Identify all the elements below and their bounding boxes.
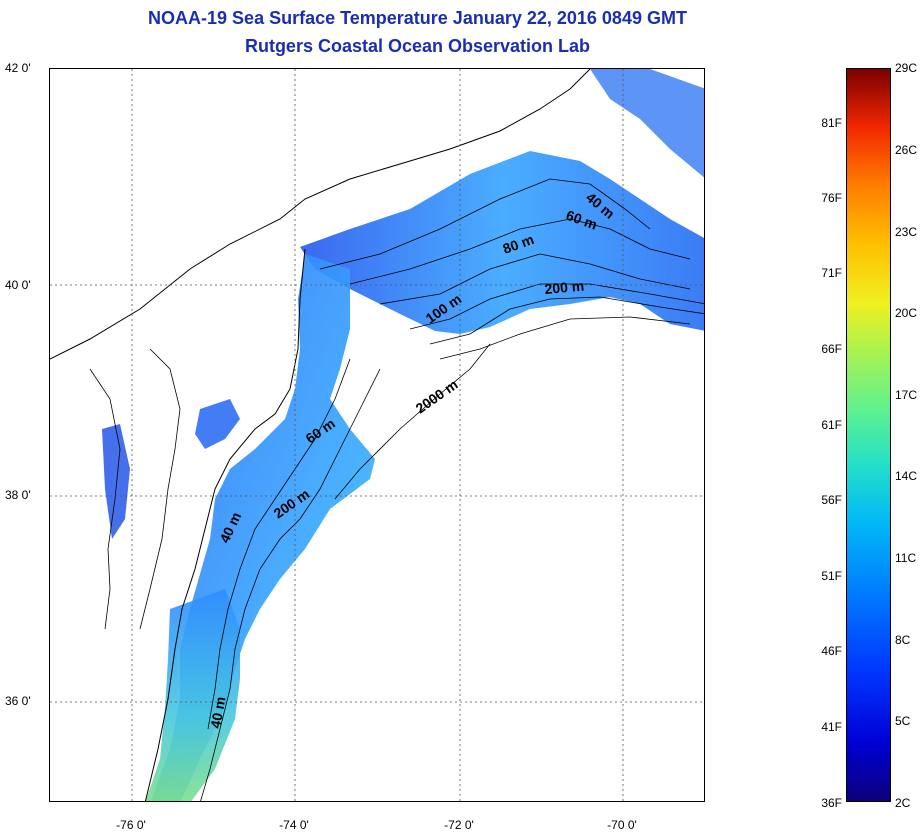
map-title: NOAA-19 Sea Surface Temperature January … [148, 8, 687, 28]
sst-bay-patch [102, 424, 130, 539]
contour-mid-south [207, 358, 351, 730]
sst-northeast-patch [590, 69, 704, 178]
colorbar-f-76: 76F [821, 191, 842, 205]
sst-map-canvas: 40 m 60 m 80 m 100 m 200 m 2000 m 60 m 2… [50, 69, 704, 801]
lon-label-m70: -70 0' [607, 818, 637, 832]
colorbar-f-46: 46F [821, 644, 842, 658]
contour-2000m [439, 316, 691, 360]
contour-40m [319, 178, 651, 270]
colorbar-c-14: 14C [895, 469, 918, 483]
coastline-nj [144, 248, 306, 801]
colorbar-c-23: 23C [895, 225, 918, 239]
colorbar-c-26: 26C [895, 143, 918, 157]
colorbar-c-2: 2C [895, 796, 911, 810]
coastline-delmarva [139, 348, 181, 630]
contour-2000m-south [334, 343, 491, 500]
colorbar-f-66: 66F [821, 342, 842, 356]
contour-label-200m-north: 200 m [544, 278, 585, 297]
lat-label-36: 36 0' [5, 694, 31, 708]
lon-label-m76: -76 0' [116, 818, 146, 832]
contour-60m [349, 218, 691, 285]
coastline [50, 69, 591, 360]
lat-label-40: 40 0' [5, 278, 31, 292]
sst-gulf-of-maine-region [300, 151, 704, 334]
colorbar-f-41: 41F [821, 720, 842, 734]
colorbar-c-17: 17C [895, 388, 918, 402]
contour-80m [379, 253, 691, 305]
colorbar-f-71: 71F [821, 266, 842, 280]
colorbar-f-61: 61F [821, 418, 842, 432]
lon-grid [131, 69, 624, 801]
contour-label-40m-south: 40 m [207, 695, 228, 729]
temperature-colorbar [846, 68, 891, 802]
sst-map: 40 m 60 m 80 m 100 m 200 m 2000 m 60 m 2… [49, 68, 705, 802]
lat-label-42: 42 0' [5, 61, 31, 75]
lat-grid [50, 284, 704, 703]
sst-southern-shelf [145, 589, 240, 801]
map-subtitle: Rutgers Coastal Ocean Observation Lab [244, 36, 591, 56]
contour-label-2000m: 2000 m [413, 376, 461, 416]
colorbar-c-5: 5C [895, 714, 911, 728]
colorbar-c-29: 29C [895, 61, 918, 75]
colorbar-c-8: 8C [895, 633, 911, 647]
colorbar-f-81: 81F [821, 116, 842, 130]
contour-100m [409, 283, 704, 330]
colorbar-f-51: 51F [821, 569, 842, 583]
colorbar-c-11: 11C [895, 551, 917, 565]
colorbar-f-56: 56F [821, 493, 842, 507]
lon-label-m72: -72 0' [444, 818, 474, 832]
lon-label-m74: -74 0' [279, 818, 309, 832]
colorbar-c-20: 20C [895, 306, 918, 320]
sst-chesapeake-patch [195, 399, 240, 449]
colorbar-f-36: 36F [821, 796, 842, 810]
contour-shelf-break-south [200, 368, 381, 801]
coastline-bay [89, 368, 121, 630]
lat-label-38: 38 0' [5, 488, 31, 502]
contour-200m [429, 296, 704, 345]
